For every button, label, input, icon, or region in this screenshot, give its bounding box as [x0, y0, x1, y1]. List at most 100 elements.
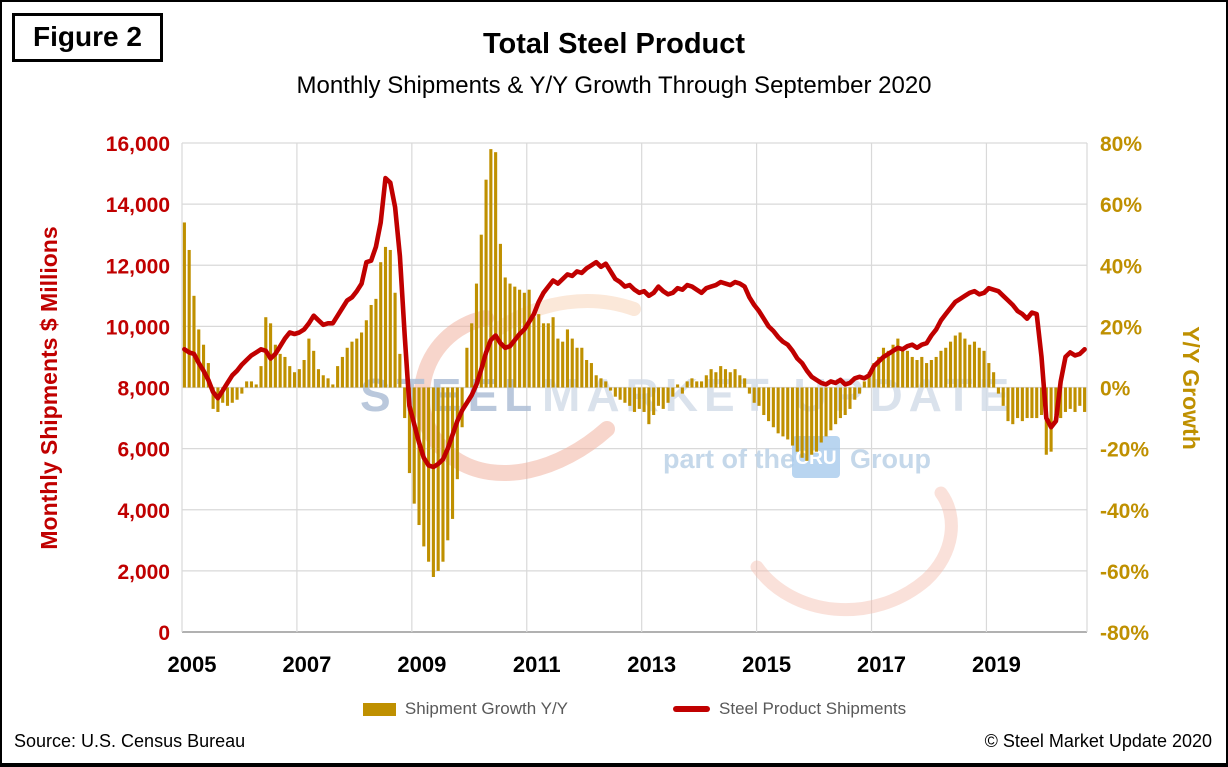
- growth-bar: [288, 366, 292, 388]
- growth-bar: [383, 246, 388, 388]
- legend-item-shipment-growth: Shipment Growth Y/Y: [362, 699, 568, 719]
- growth-bar: [934, 356, 938, 388]
- growth-bar: [685, 381, 689, 388]
- growth-bar: [331, 384, 335, 388]
- growth-bar: [743, 378, 747, 388]
- growth-bar: [474, 283, 479, 388]
- growth-bar: [1063, 387, 1068, 412]
- growth-bar: [580, 347, 584, 388]
- growth-bar: [790, 387, 795, 446]
- growth-bar: [867, 372, 871, 388]
- growth-bar: [503, 277, 507, 388]
- growth-bar: [225, 387, 230, 406]
- growth-bar: [1020, 387, 1024, 422]
- growth-bar: [752, 387, 756, 403]
- growth-bar: [953, 335, 957, 388]
- growth-bar: [565, 329, 570, 388]
- growth-bar: [1025, 387, 1029, 419]
- growth-bar: [671, 387, 675, 397]
- watermark-tagline-prefix: part of the: [663, 444, 795, 474]
- page-subtitle: Monthly Shipments & Y/Y Growth Through S…: [296, 72, 932, 99]
- growth-bar: [958, 332, 962, 388]
- growth-bar: [403, 387, 407, 419]
- growth-bar: [609, 387, 613, 391]
- growth-bar: [690, 378, 694, 388]
- growth-bar: [762, 387, 766, 416]
- growth-bar: [628, 387, 632, 406]
- shipments-line: [182, 175, 1087, 470]
- growth-bar: [872, 363, 876, 388]
- growth-bar: [944, 347, 948, 388]
- growth-bar: [666, 387, 670, 403]
- right-tick-label: 40%: [1100, 255, 1142, 278]
- growth-bar: [963, 338, 967, 388]
- growth-bar: [321, 375, 325, 388]
- growth-bar: [848, 387, 852, 409]
- growth-bar: [733, 369, 737, 388]
- growth-bar: [901, 347, 905, 388]
- growth-bar: [599, 378, 603, 388]
- bar-swatch-icon: [362, 702, 396, 716]
- growth-bar: [1073, 387, 1077, 412]
- growth-bar: [450, 387, 455, 519]
- growth-bar: [312, 350, 316, 388]
- growth-bar: [431, 387, 435, 577]
- growth-bar: [714, 372, 718, 388]
- figure-number-label: Figure 2: [12, 13, 163, 62]
- growth-bar: [767, 387, 771, 422]
- growth-bar: [800, 387, 804, 458]
- x-tick-label: 2017: [857, 652, 906, 677]
- growth-bar: [484, 179, 488, 388]
- growth-bar: [982, 350, 986, 388]
- growth-bar: [254, 384, 258, 388]
- left-tick-label: 12,000: [106, 255, 170, 278]
- growth-bar: [436, 387, 440, 571]
- growth-bar: [240, 387, 244, 394]
- watermark-word-steel: STEEL: [360, 369, 538, 421]
- left-tick-label: 10,000: [106, 316, 170, 339]
- growth-bar: [676, 384, 680, 388]
- growth-bar: [211, 387, 215, 409]
- growth-bar: [661, 387, 665, 409]
- growth-bar: [738, 375, 742, 388]
- growth-bar: [422, 387, 426, 547]
- growth-bar: [427, 387, 431, 562]
- growth-bar: [776, 387, 780, 434]
- right-tick-label: -80%: [1100, 622, 1149, 645]
- growth-bar: [613, 387, 617, 397]
- growth-bar: [968, 344, 972, 388]
- x-tick-label: 2019: [972, 652, 1021, 677]
- growth-bar: [537, 314, 541, 388]
- right-tick-label: 60%: [1100, 194, 1142, 217]
- growth-bar: [589, 363, 593, 388]
- growth-bar: [757, 387, 761, 406]
- x-tick-label: 2005: [168, 652, 217, 677]
- x-tick-label: 2013: [627, 652, 676, 677]
- growth-bar: [297, 369, 301, 388]
- growth-bar: [695, 381, 699, 388]
- growth-bar: [235, 387, 239, 400]
- growth-bar: [508, 283, 512, 388]
- growth-bar: [862, 381, 866, 388]
- growth-bar: [326, 378, 330, 388]
- growth-bar: [561, 341, 565, 388]
- growth-bar: [948, 341, 953, 388]
- growth-bar: [259, 366, 263, 388]
- growth-bar: [853, 387, 857, 400]
- growth-bar: [393, 292, 397, 388]
- x-axis-tick-labels: 2005 2007 2009 2011 2013 2015 2017 2019: [168, 652, 1021, 677]
- growth-bar: [805, 387, 809, 461]
- right-tick-label: -60%: [1100, 561, 1149, 584]
- growth-bar: [479, 234, 483, 388]
- growth-bar: [1054, 387, 1058, 416]
- left-tick-label: 8,000: [117, 378, 170, 401]
- growth-bar: [1068, 387, 1072, 409]
- growth-bar: [886, 350, 890, 388]
- x-tick-label: 2011: [513, 652, 561, 677]
- growth-bar: [877, 356, 881, 388]
- growth-bar: [292, 372, 297, 388]
- growth-bar: [728, 372, 732, 388]
- growth-bar: [939, 350, 943, 388]
- growth-bar: [273, 344, 277, 388]
